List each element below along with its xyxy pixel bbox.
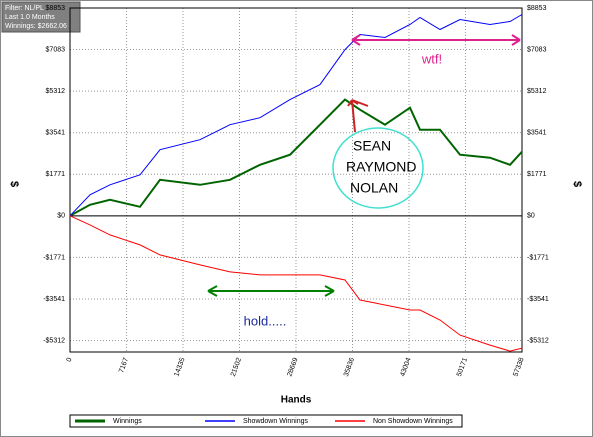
filter-line: Filter: NL/PL <box>5 5 44 12</box>
y-tick-label: $8853 <box>46 5 66 12</box>
annotation: wtf! <box>421 51 442 66</box>
y-tick-label: $5312 <box>46 88 66 95</box>
arrow <box>207 285 335 297</box>
filter-box <box>1 1 81 33</box>
y-tick-label: -$5312 <box>43 337 65 344</box>
annotation: NOLAN <box>350 180 398 196</box>
y-tick-label: -$3541 <box>43 296 65 303</box>
filter-line: Last 1.0 Months <box>5 14 55 21</box>
legend: Winnings Showdown Winnings Non Showdown Wi… <box>69 414 463 428</box>
y-tick-label: $8853 <box>527 5 547 12</box>
y-tick-label: -$5312 <box>527 337 549 344</box>
y-axis-label: $ <box>571 181 583 187</box>
x-tick-label: 0 <box>66 357 74 363</box>
series-line <box>69 14 523 217</box>
y-tick-label: -$1771 <box>43 254 65 261</box>
y-tick-label: $1771 <box>527 171 547 178</box>
legend-label: Non Showdown Winnings <box>373 418 453 425</box>
x-axis-label: Hands <box>281 395 312 406</box>
annotation: SEAN <box>353 138 391 154</box>
y-tick-label: $3541 <box>527 130 547 137</box>
legend-box <box>69 414 463 428</box>
annotation-ellipse <box>332 127 424 209</box>
y-tick-label: -$1771 <box>527 254 549 261</box>
annotation: hold..... <box>244 313 287 328</box>
filter-line: Winnings: $2662.06 <box>5 23 67 30</box>
legend-label: Showdown Winnings <box>243 418 308 425</box>
y-tick-label: $7083 <box>46 46 66 53</box>
series-line <box>69 215 523 352</box>
y-tick-label: $0 <box>527 213 535 220</box>
y-tick-label: $1771 <box>46 171 66 178</box>
y-tick-label: $3541 <box>46 130 66 137</box>
arrow <box>351 34 521 46</box>
arrow <box>347 99 369 133</box>
y-tick-label: $5312 <box>527 88 547 95</box>
y-tick-label: $0 <box>57 213 65 220</box>
plot-area <box>69 7 523 353</box>
series-line <box>69 98 523 217</box>
legend-label: Winnings <box>113 418 142 425</box>
y-axis-label: $ <box>8 181 20 187</box>
y-tick-label: -$3541 <box>527 296 549 303</box>
x-tick-label: 7167 <box>118 357 130 374</box>
y-tick-label: $7083 <box>527 46 547 53</box>
annotation: RAYMOND <box>346 159 417 175</box>
